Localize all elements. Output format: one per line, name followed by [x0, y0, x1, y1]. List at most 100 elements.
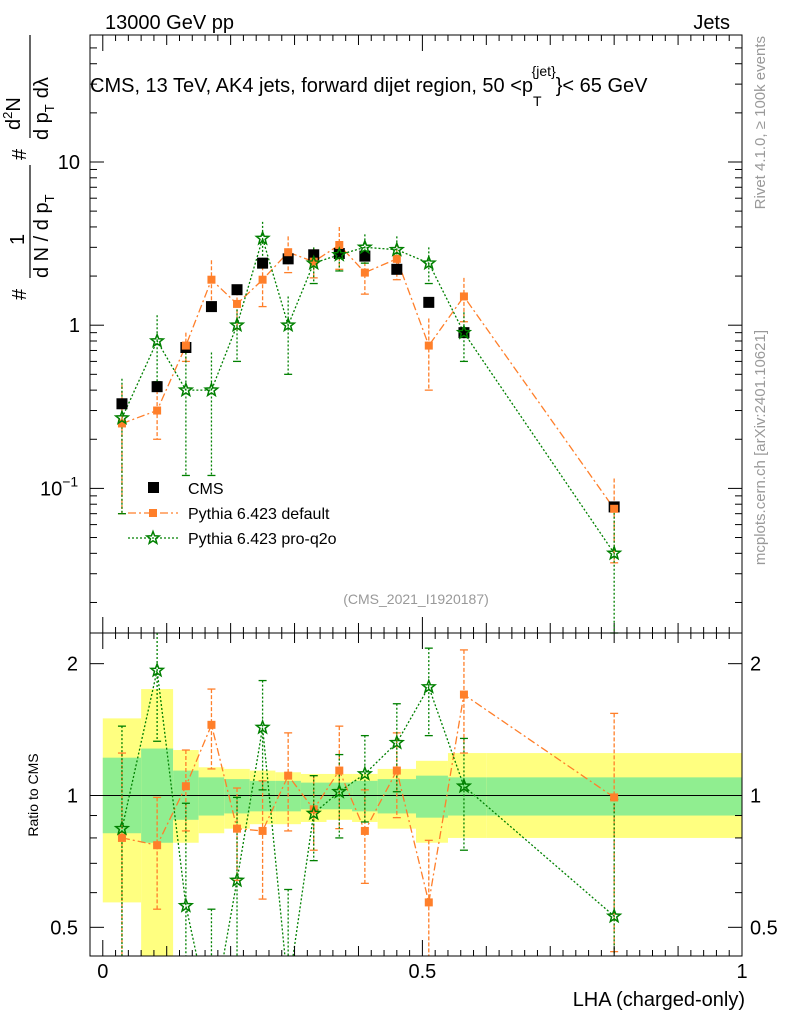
cms-point: [458, 327, 470, 339]
ratio-y-tick-label-right: 1: [750, 785, 761, 807]
ratio-pythia-pro-q2o-point: [282, 983, 294, 995]
ratio-data-marks: [113, 633, 623, 1024]
header-right: Jets: [693, 12, 730, 34]
legend-mark-cms: [148, 482, 159, 493]
cms-point: [282, 253, 294, 265]
ratio-pythia-default-point: [117, 833, 126, 842]
ratio-pythia-default-point: [207, 720, 216, 729]
ratio-pythia-default-point: [233, 824, 242, 833]
pythia-pro-q2o-point: [605, 544, 623, 561]
main-data-marks: [113, 221, 623, 634]
ratio-pythia-pro-q2o-point: [420, 678, 438, 694]
legend-mark-pythia-default: [149, 509, 157, 517]
pythia-pro-q2o-point: [203, 381, 220, 398]
pythia-pro-q2o-point: [113, 409, 131, 425]
ratio-pythia-default-point: [459, 690, 468, 699]
pythia-default-point: [392, 254, 401, 263]
ratio-pythia-pro-q2o-point: [605, 907, 623, 924]
ratio-pythia-pro-q2o-point: [331, 783, 348, 799]
watermark: (CMS_2021_I1920187): [343, 591, 489, 607]
main-y-tick-label: 10: [58, 152, 80, 174]
pythia-default-point: [610, 504, 619, 513]
chart-title-main: CMS, 13 TeV, AK4 jets, forward dijet reg…: [90, 75, 533, 97]
pythia-default-point: [360, 268, 369, 277]
ratio-y-label: Ratio to CMS: [25, 753, 41, 836]
pythia-default-point: [233, 299, 242, 308]
legend: CMS Pythia 6.423 default Pythia 6.423 pr…: [128, 481, 337, 548]
mcplots-label: mcplots.cern.ch [arXiv:2401.10621]: [752, 330, 769, 565]
legend-marks: [128, 482, 178, 545]
x-axis-label: LHA (charged-only): [573, 989, 745, 1011]
cms-point: [231, 284, 243, 296]
ratio-pythia-default-point: [424, 898, 433, 907]
pythia-default-point: [284, 248, 293, 257]
ratio-pythia-default-line: [121, 693, 615, 903]
main-y-tick-label: 1: [69, 315, 80, 337]
ratio-pythia-pro-q2o-point: [205, 1018, 217, 1024]
ratio-pythia-default-point: [392, 766, 401, 775]
header-left: 13000 GeV pp: [105, 12, 234, 34]
legend-label-pythia-default: Pythia 6.423 default: [188, 506, 330, 523]
ratio-y-tick-label-right: 2: [750, 654, 761, 676]
cms-point: [257, 257, 269, 269]
ratio-pythia-pro-q2o-point: [177, 897, 195, 913]
ratio-clipped-marks: [113, 633, 623, 1024]
ratio-pythia-pro-q2o-point: [388, 734, 406, 750]
ratio-band-inner: [416, 775, 448, 818]
ratio-pythia-default-point: [610, 793, 619, 802]
x-tick-label: 0: [97, 961, 108, 983]
ratio-band-inner: [198, 777, 225, 816]
x-tick-label: 0.5: [408, 961, 436, 983]
ylabel-hash-1: #: [9, 288, 31, 300]
ratio-pythia-pro-q2o-point: [305, 804, 322, 821]
pythia-pro-q2o-point: [305, 254, 322, 271]
cms-point: [423, 296, 435, 308]
ratio-y-tick-label: 0.5: [50, 917, 78, 939]
legend-label-cms: CMS: [188, 481, 224, 498]
ratio-y-tick-label: 2: [67, 654, 78, 676]
ratio-pythia-pro-q2o-point: [455, 777, 473, 794]
legend-mark-pythia-pro-q2o: [144, 529, 162, 545]
chart-title-sup: {jet}: [532, 63, 556, 79]
cms-point: [391, 263, 403, 275]
ratio-pythia-pro-q2o-point: [228, 871, 246, 888]
ylabel-hash-2: #: [9, 148, 31, 160]
cms-point: [205, 301, 217, 313]
ratio-pythia-default-point: [284, 771, 293, 780]
ratio-plot-frame: [89, 632, 743, 957]
ratio-pythia-pro-q2o-point: [254, 718, 271, 735]
ratio-pythia-default-point: [258, 826, 267, 835]
ylabel-dp: d pTdλ: [31, 77, 57, 140]
pythia-pro-q2o-point: [177, 381, 195, 398]
main-axis-ticks: 10−1 1 10: [40, 34, 743, 633]
ratio-panel: 0 0.5 10.5 0.51 12 2 Ratio to CMS LHA (charge…: [25, 632, 778, 1024]
x-tick-label: 1: [736, 961, 747, 983]
ratio-pythia-pro-q2o-point: [113, 820, 131, 836]
ratio-pythia-default-point: [153, 841, 162, 850]
cms-point: [116, 398, 128, 410]
pythia-default-point: [181, 341, 190, 350]
pythia-pro-q2o-point: [148, 332, 166, 349]
pythia-pro-q2o-point: [455, 324, 473, 340]
main-y-tick-label: 10−1: [40, 473, 78, 500]
ratio-pythia-pro-q2o-point: [356, 765, 374, 781]
main-y-label: # 1 d N / d pT # d2N d pTdλ: [0, 35, 57, 300]
cms-point: [359, 250, 371, 262]
pythia-pro-q2o-point: [254, 229, 271, 246]
rivet-label: Rivet 4.1.0, ≥ 100k events: [752, 36, 769, 209]
ratio-pythia-pro-q2o-line: [121, 670, 615, 956]
pythia-default-point: [424, 341, 433, 350]
pythia-default-point: [207, 275, 216, 284]
pythia-default-point: [258, 275, 267, 284]
cms-point: [333, 247, 345, 259]
main-panel: 10−1 1 10 CMS, 13 TeV, AK4 jets, forward d…: [0, 34, 743, 634]
ratio-y-tick-label-right: 0.5: [750, 917, 778, 939]
ratio-pythia-default-point: [360, 826, 369, 835]
ratio-y-tick-label: 1: [67, 785, 78, 807]
chart-title-end: }< 65 GeV: [556, 75, 648, 97]
ratio-band-inner: [447, 777, 487, 816]
pythia-pro-q2o-point: [279, 316, 297, 333]
ylabel-one: 1: [7, 234, 29, 245]
legend-label-pythia-pro-q2o: Pythia 6.423 pro-q2o: [188, 531, 337, 548]
